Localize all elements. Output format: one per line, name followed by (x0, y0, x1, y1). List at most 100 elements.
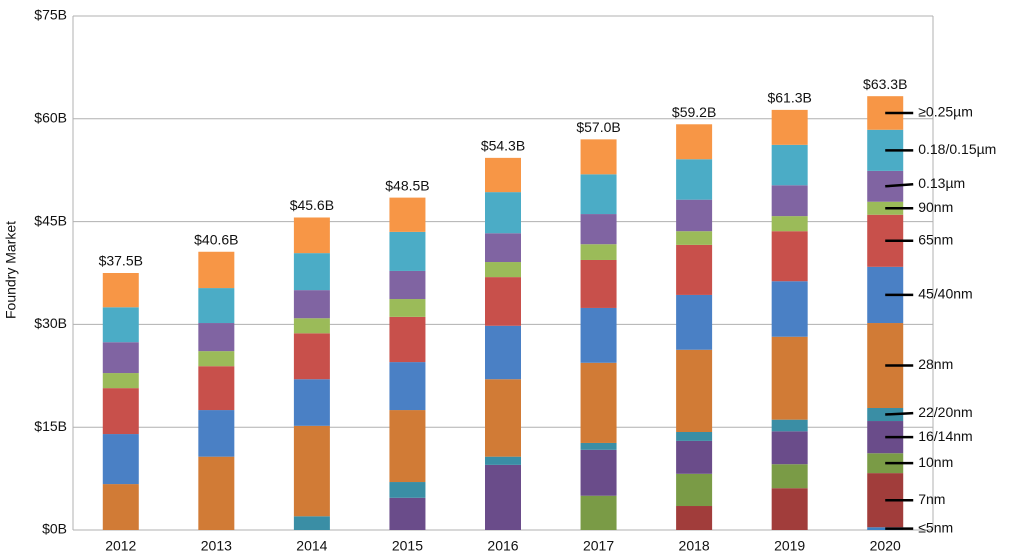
legend-label: 0.18/0.15µm (918, 141, 996, 157)
bar-segment (198, 251, 235, 289)
legend-leader (885, 182, 914, 188)
bar-segment (293, 516, 330, 530)
x-tick-label: 2017 (583, 538, 614, 554)
total-label: $54.3B (481, 138, 525, 154)
x-tick-label: 2019 (774, 538, 805, 554)
bar-segment (198, 410, 235, 457)
bar-segment (102, 388, 139, 435)
bar-segment (293, 333, 330, 380)
x-tick-label: 2014 (296, 538, 327, 554)
bar-segment (293, 379, 330, 426)
bar-segment (485, 456, 521, 465)
bar-segment (771, 144, 808, 186)
bar-segment (676, 244, 713, 295)
bar-segment (485, 262, 521, 278)
bar-segment (771, 281, 808, 337)
bar-segment (293, 217, 330, 254)
legend-label: ≤5nm (918, 519, 953, 535)
bar-segment (580, 259, 617, 308)
bar-segment (676, 440, 713, 474)
y-tick-label: $75B (34, 7, 67, 23)
bar-segment (389, 497, 426, 530)
legend-label: 45/40nm (918, 286, 972, 302)
bar-segment (580, 495, 617, 530)
bar-segment (389, 362, 426, 411)
y-tick-label: $15B (34, 418, 67, 434)
bar-segment (102, 373, 139, 389)
bar-segment (389, 482, 426, 498)
bar-segment (198, 323, 235, 352)
total-label: $37.5B (99, 253, 143, 269)
legend-label: 7nm (918, 491, 945, 507)
bar-segment (198, 456, 235, 530)
bar-segment (676, 473, 713, 507)
bar-segment (771, 231, 808, 282)
total-label: $40.6B (194, 231, 238, 247)
x-tick-label: 2015 (392, 538, 423, 554)
bar-segment (580, 214, 617, 245)
x-tick-label: 2013 (201, 538, 232, 554)
legend-label: 90nm (918, 199, 953, 215)
total-label: $59.2B (672, 104, 716, 120)
bar-segment (580, 449, 617, 496)
bar-segment (389, 316, 426, 363)
legend-label: 65nm (918, 231, 953, 247)
bar-segment (485, 192, 521, 234)
y-tick-label: $60B (34, 110, 67, 126)
bar-segment (771, 216, 808, 232)
legend-label: 10nm (918, 454, 953, 470)
bar-segment (485, 325, 521, 380)
bar-segment (676, 124, 713, 160)
bar-segment (676, 231, 713, 245)
bar-segment (198, 351, 235, 367)
legend-label: ≥0.25µm (918, 104, 973, 120)
bar-segment (389, 299, 426, 317)
bar-segment (293, 425, 330, 517)
total-label: $45.6B (290, 197, 334, 213)
bar-segment (198, 288, 235, 324)
bar-segment (102, 434, 139, 485)
bar-segment (676, 199, 713, 232)
legend-label: 22/20nm (918, 404, 972, 420)
legend-label: 0.13µm (918, 175, 965, 191)
legend-leader (885, 411, 914, 416)
bar-segment (580, 174, 617, 215)
total-label: $57.0B (576, 119, 620, 135)
bar-segment (676, 349, 713, 432)
total-label: $63.3B (863, 76, 907, 92)
bar-segment (293, 318, 330, 334)
y-axis-label: Foundry Market (3, 221, 19, 319)
y-tick-label: $30B (34, 315, 67, 331)
bar-segment (676, 431, 713, 441)
bar-segment (293, 253, 330, 291)
bar-segment (580, 139, 617, 175)
bar-segment (867, 408, 904, 422)
legend-label: 28nm (918, 356, 953, 372)
bar-segment (771, 488, 808, 530)
bar-segment (389, 231, 426, 271)
bar-segment (102, 307, 139, 343)
bar-segment (676, 506, 713, 530)
bar-segment (580, 244, 617, 260)
bar-segment (485, 277, 521, 326)
bar-segment (580, 362, 617, 443)
bar-segment (580, 442, 617, 450)
bar-segment (771, 185, 808, 217)
bar-segment (580, 307, 617, 363)
bar-segment (771, 464, 808, 489)
bar-segment (771, 431, 808, 465)
bar-segment (771, 336, 808, 420)
bar-segment (771, 419, 808, 432)
bar-segment (485, 233, 521, 263)
x-tick-label: 2012 (105, 538, 136, 554)
bar-segment (485, 157, 521, 193)
bar-segment (102, 342, 139, 374)
bar-segment (389, 270, 426, 300)
x-tick-label: 2018 (679, 538, 710, 554)
bar-segment (293, 290, 330, 319)
x-tick-label: 2016 (487, 538, 518, 554)
bar-segment (485, 379, 521, 457)
y-tick-label: $0B (42, 521, 67, 537)
bar-segment (771, 109, 808, 145)
